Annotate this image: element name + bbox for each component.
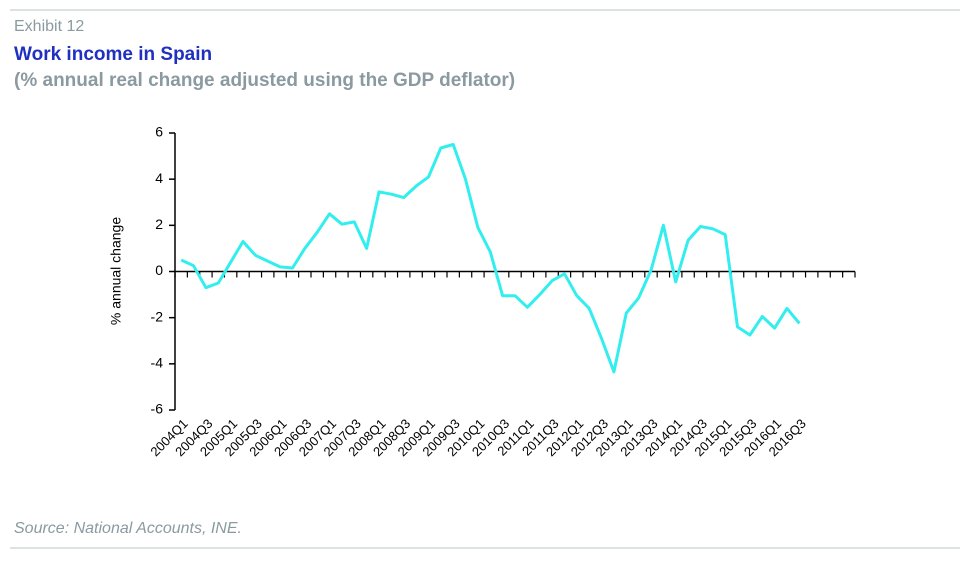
y-tick-label: -2 <box>151 308 164 324</box>
chart-title: Work income in Spain <box>14 44 212 65</box>
source-note: Source: National Accounts, INE. <box>14 520 242 537</box>
data-line <box>180 143 801 374</box>
y-tick-label: 6 <box>155 124 163 140</box>
y-tick-label: 2 <box>155 216 163 232</box>
chart-subtitle: (% annual real change adjusted using the… <box>14 70 515 91</box>
y-tick-label: 4 <box>155 170 163 186</box>
y-tick-label: -6 <box>151 401 164 417</box>
y-tick-label: 0 <box>155 262 163 278</box>
exhibit-label: Exhibit 12 <box>14 18 84 35</box>
y-tick-label: -4 <box>151 355 164 371</box>
y-axis-label: % annual change <box>108 217 124 325</box>
